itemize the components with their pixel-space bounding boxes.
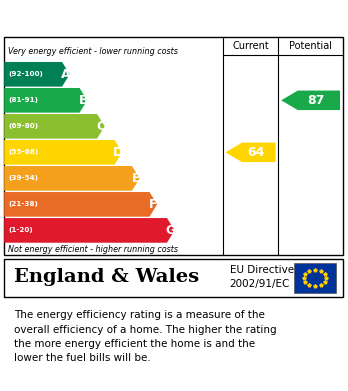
Bar	[294, 263, 336, 293]
Polygon shape	[4, 218, 175, 243]
Text: EU Directive
2002/91/EC: EU Directive 2002/91/EC	[230, 265, 294, 289]
Text: E: E	[132, 172, 140, 185]
Polygon shape	[4, 140, 122, 165]
Text: The energy efficiency rating is a measure of the
overall efficiency of a home. T: The energy efficiency rating is a measur…	[14, 310, 277, 363]
Polygon shape	[4, 114, 105, 139]
Polygon shape	[4, 88, 87, 113]
Text: A: A	[61, 68, 71, 81]
Text: (55-68): (55-68)	[8, 149, 39, 155]
Text: (81-91): (81-91)	[8, 97, 38, 103]
Text: England & Wales: England & Wales	[14, 268, 199, 286]
Text: B: B	[79, 94, 88, 107]
Text: Energy Efficiency Rating: Energy Efficiency Rating	[14, 9, 224, 23]
Polygon shape	[226, 143, 276, 162]
Text: 87: 87	[307, 94, 324, 107]
Polygon shape	[281, 91, 340, 110]
Polygon shape	[4, 192, 157, 217]
Text: D: D	[113, 146, 124, 159]
Polygon shape	[4, 62, 70, 87]
Polygon shape	[4, 166, 140, 191]
Text: (92-100): (92-100)	[8, 71, 43, 77]
Text: Current: Current	[232, 41, 269, 50]
Text: Not energy efficient - higher running costs: Not energy efficient - higher running co…	[8, 244, 178, 253]
Text: (69-80): (69-80)	[8, 123, 39, 129]
Text: (39-54): (39-54)	[8, 175, 38, 181]
Text: Very energy efficient - lower running costs: Very energy efficient - lower running co…	[8, 47, 177, 56]
Text: Potential: Potential	[289, 41, 332, 50]
Text: (1-20): (1-20)	[8, 228, 33, 233]
Text: G: G	[166, 224, 176, 237]
Text: (21-38): (21-38)	[8, 201, 38, 207]
Text: C: C	[96, 120, 105, 133]
Text: F: F	[149, 198, 158, 211]
Text: 64: 64	[247, 146, 264, 159]
